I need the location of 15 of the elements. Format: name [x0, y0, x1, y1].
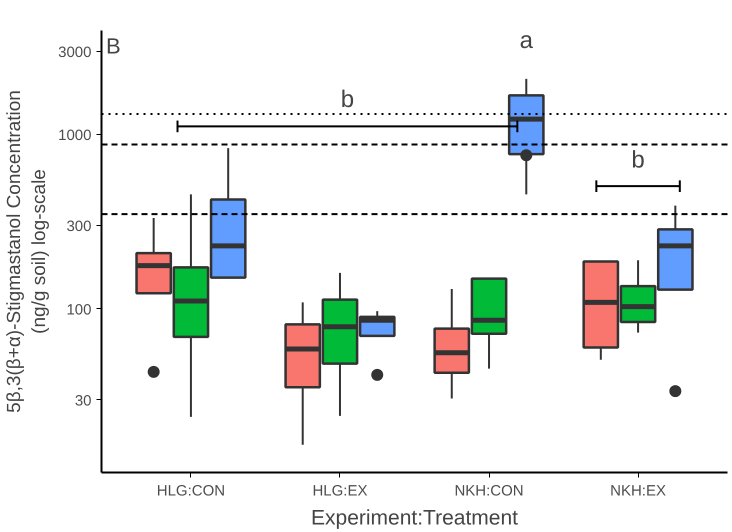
x-tick-label: NKH:EX — [610, 482, 666, 500]
y-tick-label: 100 — [66, 301, 92, 318]
annotation: a — [520, 27, 534, 54]
annotation: b — [340, 86, 354, 114]
y-axis-title: 5β,3(β+α)-Stigmastanol Concentration (ng/g soil) log-scale — [4, 90, 50, 413]
annotation: b — [631, 146, 645, 174]
y-tick-label: 30 — [74, 392, 92, 410]
y-tick-label: 3000 — [58, 44, 92, 62]
x-tick-label: HLG:EX — [312, 482, 368, 500]
x-tick-label: HLG:CON — [156, 482, 226, 500]
annotation: B — [106, 34, 121, 59]
x-tick-label: NKH:CON — [454, 482, 524, 500]
y-tick-label: 1000 — [58, 127, 92, 144]
x-axis-title: Experiment:Treatment — [311, 506, 518, 530]
y-tick-label: 300 — [66, 218, 92, 236]
